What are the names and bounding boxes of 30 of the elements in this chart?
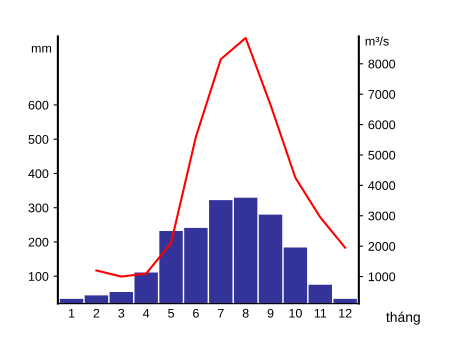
x-tick-label: 9 xyxy=(268,308,274,318)
x-tick-label: 11 xyxy=(314,308,326,318)
x-axis-title: tháng xyxy=(386,312,420,325)
y2-tick-label: 7000 xyxy=(368,90,396,99)
x-tick-label: 12 xyxy=(339,308,352,318)
y2-tick-label: 8000 xyxy=(368,60,396,68)
line-series xyxy=(95,36,346,278)
y2-tick-label: 2000 xyxy=(368,242,396,251)
y-axis-title: mm xyxy=(32,46,52,53)
x-tick-label: 2 xyxy=(94,308,100,318)
y2-tick-label: 1000 xyxy=(368,272,396,282)
y-tick-label: 100 xyxy=(28,272,48,281)
y-tick-label: 500 xyxy=(28,135,48,144)
x-tick-label: 5 xyxy=(168,308,174,318)
x-tick-label: 8 xyxy=(242,308,249,318)
y2-tick-label: 4000 xyxy=(368,181,396,190)
y-tick-label: 300 xyxy=(28,204,48,212)
y2-axis-title: m³/s xyxy=(366,36,389,46)
x-tick-label: 7 xyxy=(218,308,224,318)
y-tick-label: 200 xyxy=(28,238,48,247)
x-tick-label: 1 xyxy=(69,308,74,318)
y-tick-label: 400 xyxy=(28,169,48,178)
x-tick-label: 3 xyxy=(118,308,124,318)
y2-tick-label: 5000 xyxy=(368,150,396,160)
y2-tick-label: 6000 xyxy=(368,120,396,130)
x-tick-label: 6 xyxy=(193,308,199,318)
x-tick-label: 4 xyxy=(142,308,150,318)
y-tick-label: 600 xyxy=(28,100,48,110)
y2-tick-label: 3000 xyxy=(368,212,396,220)
x-tick-label: 10 xyxy=(289,308,302,318)
